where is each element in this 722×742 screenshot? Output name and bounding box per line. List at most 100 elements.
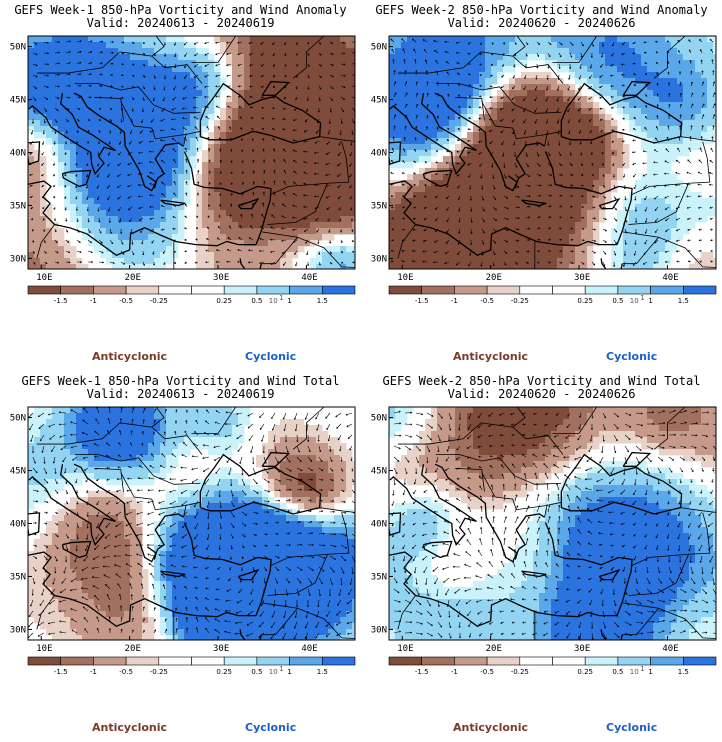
- anticyclonic-label: Anticyclonic: [92, 721, 168, 734]
- x-tick-label: 30E: [213, 644, 229, 654]
- x-tick-label: 20E: [486, 644, 502, 654]
- colorbar-swatch: [27, 285, 62, 295]
- colorbar-tick-label: 1.5: [678, 668, 689, 676]
- colorbar-swatch: [519, 285, 553, 295]
- colorbar-tick-label: 0.5: [612, 668, 623, 676]
- wind-vectors: [29, 40, 355, 267]
- colorbar-swatch: [223, 285, 258, 295]
- colorbar-swatch: [552, 285, 586, 295]
- colorbar-swatch: [617, 656, 651, 666]
- colorbar-swatch: [421, 285, 455, 295]
- y-tick-label: 35N: [371, 201, 387, 211]
- x-tick-label: 40E: [662, 273, 678, 283]
- colorbar-tick-label: 0.25: [577, 297, 593, 305]
- colorbar-swatch: [289, 656, 323, 666]
- country-borders: [36, 36, 355, 269]
- colorbar-tick-label: 1.5: [317, 668, 328, 676]
- y-tick-label: 45N: [371, 96, 387, 106]
- colorbar-swatch: [158, 285, 192, 295]
- colorbar-tick-label: -0.5: [480, 297, 494, 305]
- x-tick-label: 10E: [397, 644, 413, 654]
- y-tick-label: 40N: [371, 149, 387, 159]
- colorbar-swatch: [519, 656, 553, 666]
- colorbar-swatch: [486, 285, 521, 295]
- colorbar-exponent: 1: [279, 294, 283, 302]
- y-tick-label: 35N: [371, 572, 387, 582]
- y-tick-label: 50N: [10, 43, 26, 53]
- colorbar-multiplier: 10: [269, 668, 278, 676]
- colorbar-tick-label: -0.5: [119, 297, 133, 305]
- country-borders: [397, 36, 716, 269]
- panel-valid-dates: Valid: 20240620 - 20240626: [447, 387, 636, 401]
- y-tick-label: 30N: [10, 625, 26, 635]
- colorbar-tick-label: -0.25: [511, 668, 529, 676]
- cyclonic-label: Cyclonic: [606, 721, 658, 734]
- colorbar-swatch: [584, 656, 619, 666]
- colorbar-swatch: [617, 285, 651, 295]
- cyclonic-label: Cyclonic: [606, 350, 658, 363]
- colorbar-multiplier: 10: [630, 297, 639, 305]
- vorticity-field: [28, 407, 355, 640]
- panel-week2-total: GEFS Week-2 850-hPa Vorticity and Wind T…: [361, 371, 722, 742]
- y-tick-label: 50N: [371, 414, 387, 424]
- panel-title: GEFS Week-2 850-hPa Vorticity and Wind A…: [375, 3, 708, 17]
- colorbar-swatch: [321, 656, 356, 666]
- vorticity-map: 10E 20E 30E 40E 50N 45N 40N 35N 30N -1.5 -1 -0.5 -0.…: [371, 35, 717, 305]
- colorbar-tick-label: -1: [90, 668, 97, 676]
- y-tick-label: 45N: [371, 467, 387, 477]
- colorbar-tick-label: 1.5: [317, 297, 328, 305]
- y-tick-label: 35N: [10, 572, 26, 582]
- cyclonic-label: Cyclonic: [245, 721, 297, 734]
- colorbar-tick-label: -1.5: [415, 668, 429, 676]
- coastlines: [28, 80, 355, 269]
- coastlines: [28, 451, 355, 640]
- colorbar-tick-label: -0.5: [480, 668, 494, 676]
- x-tick-label: 30E: [574, 644, 590, 654]
- vorticity-map: 10E 20E 30E 40E 50N 45N 40N 35N 30N -1.5 -1 -0.5 -0.…: [371, 406, 717, 676]
- colorbar-swatch: [321, 285, 356, 295]
- y-tick-label: 50N: [371, 43, 387, 53]
- colorbar-swatch: [256, 285, 290, 295]
- y-tick-label: 45N: [10, 96, 26, 106]
- colorbar-swatch: [454, 285, 488, 295]
- anticyclonic-label: Anticyclonic: [453, 350, 529, 363]
- colorbar-swatch: [650, 656, 684, 666]
- colorbar-tick-label: 0.25: [216, 297, 232, 305]
- colorbar-tick-label: 0.5: [251, 297, 262, 305]
- y-tick-label: 30N: [371, 254, 387, 264]
- x-tick-label: 30E: [213, 273, 229, 283]
- colorbar-swatch: [93, 656, 127, 666]
- x-tick-label: 10E: [36, 644, 52, 654]
- y-tick-label: 40N: [10, 520, 26, 530]
- colorbar-swatch: [486, 656, 521, 666]
- x-tick-label: 20E: [125, 644, 141, 654]
- panel-title: GEFS Week-1 850-hPa Vorticity and Wind T…: [21, 374, 340, 388]
- colorbar-exponent: 1: [640, 665, 644, 673]
- x-tick-label: 20E: [125, 273, 141, 283]
- colorbar-tick-label: -1: [451, 668, 458, 676]
- y-tick-label: 50N: [10, 414, 26, 424]
- colorbar-swatch: [93, 285, 127, 295]
- cyclonic-label: Cyclonic: [245, 350, 297, 363]
- colorbar-swatch: [223, 656, 258, 666]
- vorticity-field: [389, 36, 716, 269]
- y-tick-label: 40N: [371, 520, 387, 530]
- colorbar-exponent: 1: [640, 294, 644, 302]
- x-tick-label: 10E: [397, 273, 413, 283]
- colorbar-exponent: 1: [279, 665, 283, 673]
- panel-title: GEFS Week-2 850-hPa Vorticity and Wind T…: [382, 374, 701, 388]
- coastlines: [389, 80, 716, 269]
- panel-week1-anomaly: GEFS Week-1 850-hPa Vorticity and Wind A…: [0, 0, 361, 371]
- panel-valid-dates: Valid: 20240620 - 20240626: [447, 16, 636, 30]
- country-borders: [397, 407, 716, 640]
- y-tick-label: 30N: [371, 625, 387, 635]
- colorbar-tick-label: -0.25: [511, 297, 529, 305]
- vorticity-map: 10E 20E 30E 40E 50N 45N 40N 35N 30N -1.5 -1 -0.5 -0.…: [10, 35, 356, 305]
- colorbar-tick-label: 0.25: [216, 668, 232, 676]
- anticyclonic-label: Anticyclonic: [92, 350, 168, 363]
- colorbar-swatch: [682, 285, 717, 295]
- anticyclonic-label: Anticyclonic: [453, 721, 529, 734]
- colorbar-tick-label: 1: [287, 297, 291, 305]
- colorbar-swatch: [421, 656, 455, 666]
- colorbar-tick-label: -1: [451, 297, 458, 305]
